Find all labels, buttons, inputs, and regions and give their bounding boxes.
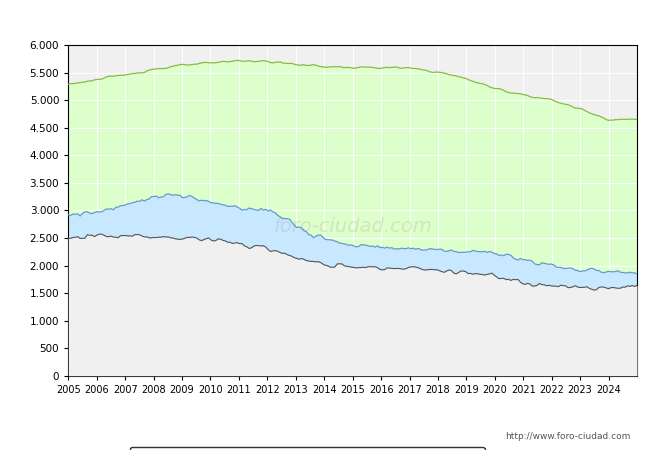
Legend: Ocupados, Parados, Hab. entre 16-64: Ocupados, Parados, Hab. entre 16-64: [130, 446, 484, 450]
Text: http://www.foro-ciudad.com: http://www.foro-ciudad.com: [505, 432, 630, 441]
Text: foro-ciudad.com: foro-ciudad.com: [273, 217, 432, 236]
Text: Andorra - Evolucion de la poblacion en edad de Trabajar Septiembre de 2024: Andorra - Evolucion de la poblacion en e…: [79, 12, 571, 25]
